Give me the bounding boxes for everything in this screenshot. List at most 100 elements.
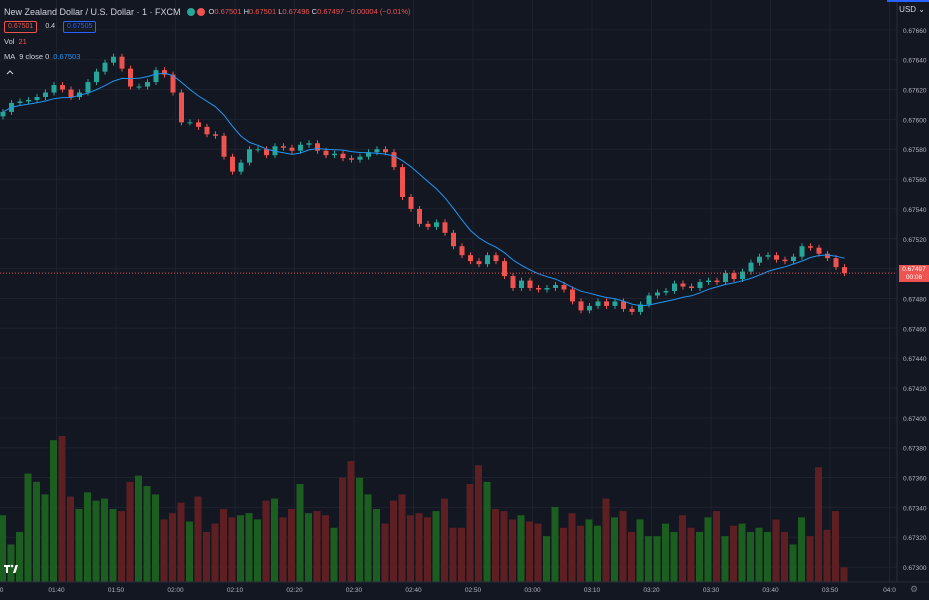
time-tick-label: 02:30 bbox=[346, 587, 363, 594]
volume-bar bbox=[92, 500, 100, 582]
candle-body bbox=[697, 282, 703, 289]
close-label: C bbox=[311, 6, 318, 16]
volume-bar bbox=[58, 436, 66, 582]
grid bbox=[0, 0, 897, 582]
candle-body bbox=[281, 146, 286, 148]
volume-bar bbox=[815, 467, 822, 582]
ma-value: 0.67503 bbox=[53, 51, 81, 61]
time-tick-label: 01:40 bbox=[48, 587, 65, 594]
volume-bar bbox=[415, 513, 423, 582]
volume-bar bbox=[84, 492, 91, 582]
volume-bar bbox=[823, 529, 831, 582]
bar-countdown: 00:08 bbox=[905, 274, 923, 282]
volume-bar bbox=[475, 465, 482, 582]
time-tick-label: 03:50 bbox=[822, 587, 839, 594]
time-tick-label: 02:10 bbox=[227, 587, 244, 594]
candle-body bbox=[604, 301, 609, 306]
ma-line bbox=[2, 72, 845, 307]
price-tick-label: 0.67340 bbox=[903, 505, 927, 512]
price-tick-label: 0.67380 bbox=[903, 446, 927, 453]
time-tick-label: 1:30 bbox=[0, 587, 4, 594]
candle-body bbox=[493, 255, 499, 262]
volume-bar bbox=[713, 511, 720, 582]
symbol-title[interactable]: New Zealand Dollar / U.S. Dollar · 1 · F… bbox=[4, 6, 181, 17]
time-axis[interactable]: 1:30 01:40 01:50 02:00 02:10 02:20 02:30 02:40 0… bbox=[0, 587, 896, 594]
candle-body bbox=[587, 305, 592, 311]
price-tick-label: 0.67460 bbox=[903, 326, 927, 333]
price-axis[interactable]: 0.67660 0.67640 0.67620 0.67600 0.67580 0.675… bbox=[903, 28, 927, 572]
candles bbox=[0, 53, 847, 315]
volume-bar bbox=[279, 517, 287, 582]
price-tick-label: 0.67320 bbox=[903, 535, 927, 542]
candle-body bbox=[825, 253, 830, 259]
time-tick-label: 02:50 bbox=[465, 587, 482, 594]
currency-label: USD bbox=[899, 5, 917, 14]
volume-bar bbox=[109, 509, 117, 582]
volume-bar bbox=[262, 500, 270, 582]
candle-body bbox=[672, 283, 677, 291]
candle-body bbox=[315, 143, 320, 151]
time-tick-label: 02:20 bbox=[286, 587, 303, 594]
candle-body bbox=[434, 222, 439, 227]
volume-bar bbox=[568, 513, 576, 582]
volume-bar bbox=[798, 517, 805, 582]
candle-body bbox=[349, 158, 354, 160]
collapse-legend-button[interactable] bbox=[4, 66, 16, 78]
volume-bar bbox=[628, 531, 635, 582]
ma-legend-row[interactable]: MA 9 close 0 0.67503 bbox=[4, 50, 411, 63]
tradingview-logo-icon[interactable] bbox=[4, 564, 18, 576]
price-tick-label: 0.67560 bbox=[903, 177, 927, 184]
volume-bar bbox=[228, 517, 236, 582]
volume-bar bbox=[772, 519, 780, 582]
price-tick-label: 0.67440 bbox=[903, 356, 927, 363]
candle-body bbox=[17, 101, 23, 103]
volume-bar bbox=[407, 515, 414, 582]
price-tick-label: 0.67420 bbox=[903, 386, 927, 393]
candle-body bbox=[0, 111, 6, 117]
gear-icon[interactable]: ⚙ bbox=[910, 584, 919, 594]
top-accent-bar bbox=[887, 0, 929, 2]
candle-body bbox=[510, 276, 516, 289]
volume-bar bbox=[432, 511, 440, 582]
candle-body bbox=[680, 283, 686, 287]
volume-bar bbox=[7, 544, 15, 582]
candle-body bbox=[26, 99, 31, 102]
chevron-up-icon bbox=[6, 69, 14, 74]
volume-bar bbox=[594, 525, 601, 582]
volume-bar bbox=[466, 483, 474, 582]
high-label: H bbox=[243, 6, 250, 16]
candle-body bbox=[298, 144, 303, 151]
currency-select[interactable]: USD ⌄ bbox=[899, 5, 925, 14]
volume-bar bbox=[687, 527, 695, 582]
volume-bar bbox=[220, 509, 227, 582]
volume-bar bbox=[203, 531, 210, 582]
high-value: 0.67501 bbox=[249, 6, 277, 16]
volume-bar bbox=[611, 517, 618, 582]
candle-body bbox=[43, 92, 48, 97]
candle-body bbox=[765, 255, 771, 257]
volume-bar bbox=[194, 496, 202, 582]
candle-body bbox=[451, 232, 456, 247]
volume-bar bbox=[577, 525, 584, 582]
candle-body bbox=[816, 247, 822, 254]
volume-bar bbox=[636, 519, 644, 582]
candle-body bbox=[119, 56, 125, 69]
volume-bar bbox=[296, 483, 304, 582]
bid-button[interactable]: 0.67501 bbox=[4, 20, 38, 33]
volume-legend-row[interactable]: Vol 21 bbox=[4, 35, 411, 48]
volume-bar bbox=[424, 517, 431, 582]
market-status[interactable] bbox=[186, 7, 205, 16]
candle-body bbox=[366, 152, 371, 157]
low-label: L bbox=[278, 6, 283, 16]
volume-bar bbox=[704, 517, 712, 582]
volume-bar bbox=[679, 515, 686, 582]
volume-bar bbox=[0, 515, 6, 582]
volume-bar bbox=[492, 509, 499, 582]
price-tick-label: 0.67620 bbox=[903, 88, 927, 95]
candle-body bbox=[400, 167, 405, 197]
candle-body bbox=[128, 68, 133, 87]
candle-body bbox=[459, 246, 465, 256]
ask-button[interactable]: 0.67505 bbox=[63, 20, 97, 33]
